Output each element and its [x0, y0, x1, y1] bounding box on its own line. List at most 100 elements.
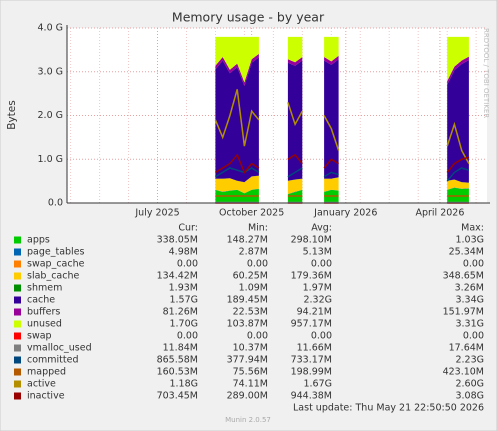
- legend-value: 3.31G: [455, 319, 484, 330]
- legend-swatch: [14, 356, 21, 364]
- legend-label: buffers: [27, 307, 60, 318]
- legend-value: 0.00: [463, 331, 484, 342]
- legend-value: 3.08G: [455, 391, 484, 402]
- legend-value: 3.34G: [455, 295, 484, 306]
- legend-value: 189.45M: [227, 295, 268, 306]
- x-tick-label: January 2026: [313, 208, 377, 219]
- legend-value: 94.21M: [297, 307, 332, 318]
- legend-header: Avg:: [311, 223, 332, 234]
- legend-value: 5.13M: [303, 247, 332, 258]
- legend-value: 22.53M: [233, 307, 268, 318]
- legend-label: mapped: [27, 367, 66, 378]
- legend: Cur: Min: Avg: Max: apps 338.05M 148.27M 298.10…: [14, 223, 484, 402]
- legend-value: 0.00: [247, 331, 268, 342]
- legend-swatch: [14, 260, 21, 268]
- legend-value: 74.11M: [233, 379, 268, 390]
- legend-value: 151.97M: [443, 307, 484, 318]
- legend-value: 733.17M: [291, 355, 332, 366]
- legend-value: 198.99M: [291, 367, 332, 378]
- legend-swatch: [14, 392, 21, 400]
- legend-value: 1.09M: [239, 283, 268, 294]
- legend-value: 2.87M: [239, 247, 268, 258]
- legend-label: swap: [27, 331, 52, 342]
- legend-swatch: [14, 332, 21, 340]
- legend-value: 0.00: [177, 331, 198, 342]
- line: [215, 153, 470, 174]
- legend-label: swap_cache: [27, 259, 85, 270]
- legend-label: apps: [27, 235, 50, 246]
- stacked-area: [215, 57, 469, 183]
- legend-value: 1.18G: [169, 379, 198, 390]
- legend-value: 179.36M: [291, 271, 332, 282]
- legend-value: 957.17M: [291, 319, 332, 330]
- legend-value: 0.00: [247, 259, 268, 270]
- legend-value: 1.03G: [455, 235, 484, 246]
- legend-swatch: [14, 380, 21, 388]
- y-tick-label: 1.0 G: [38, 154, 64, 165]
- y-tick-label: 2.0 G: [38, 110, 64, 121]
- legend-value: 11.66M: [297, 343, 332, 354]
- line: [214, 89, 470, 164]
- legend-label: page_tables: [27, 247, 85, 258]
- legend-value: 1.93M: [169, 283, 198, 294]
- y-tick-label: 4.0 G: [38, 23, 64, 34]
- legend-label: inactive: [27, 391, 65, 402]
- legend-label: active: [27, 379, 56, 390]
- legend-value: 348.65M: [443, 271, 484, 282]
- legend-swatch: [14, 236, 21, 244]
- legend-value: 338.05M: [157, 235, 198, 246]
- x-tick-label: October 2025: [219, 208, 284, 219]
- y-tick-label: 0.0: [48, 198, 63, 209]
- last-update: Last update: Thu May 21 22:50:50 2026: [293, 403, 484, 414]
- legend-value: 10.37M: [233, 343, 268, 354]
- y-tick-label: 3.0 G: [38, 66, 64, 77]
- stacked-area: [215, 187, 469, 203]
- legend-value: 2.23G: [455, 355, 484, 366]
- legend-value: 423.10M: [443, 367, 484, 378]
- legend-header: Cur:: [178, 223, 198, 234]
- legend-label: committed: [27, 355, 79, 366]
- legend-swatch: [14, 272, 21, 280]
- legend-value: 148.27M: [227, 235, 268, 246]
- legend-value: 1.70G: [169, 319, 198, 330]
- legend-label: slab_cache: [27, 271, 79, 282]
- legend-value: 2.60G: [455, 379, 484, 390]
- legend-value: 60.25M: [233, 271, 268, 282]
- x-tick-label: July 2025: [134, 208, 179, 219]
- legend-swatch: [14, 248, 21, 256]
- legend-swatch: [14, 368, 21, 376]
- legend-value: 160.53M: [157, 367, 198, 378]
- legend-header: Min:: [248, 223, 268, 234]
- legend-value: 0.00: [311, 331, 332, 342]
- legend-header: Max:: [461, 223, 484, 234]
- legend-swatch: [14, 296, 21, 304]
- legend-label: unused: [27, 319, 62, 330]
- legend-value: 0.00: [177, 259, 198, 270]
- legend-value: 377.94M: [227, 355, 268, 366]
- footer: Munin 2.0.57: [225, 416, 271, 424]
- legend-value: 0.00: [311, 259, 332, 270]
- legend-label: vmalloc_used: [27, 343, 92, 354]
- legend-label: shmem: [27, 283, 62, 294]
- legend-value: 11.84M: [163, 343, 198, 354]
- legend-swatch: [14, 284, 21, 292]
- y-axis-label: Bytes: [6, 100, 18, 129]
- legend-swatch: [14, 320, 21, 328]
- legend-label: cache: [27, 295, 55, 306]
- legend-value: 1.57G: [169, 295, 198, 306]
- legend-value: 75.56M: [233, 367, 268, 378]
- legend-value: 703.45M: [157, 391, 198, 402]
- stacked-area: [215, 36, 469, 83]
- legend-value: 4.98M: [169, 247, 198, 258]
- x-tick-label: April 2026: [415, 208, 464, 219]
- legend-value: 3.26M: [455, 283, 484, 294]
- legend-value: 1.67G: [303, 379, 332, 390]
- legend-value: 1.97M: [303, 283, 332, 294]
- legend-value: 0.00: [463, 259, 484, 270]
- legend-value: 944.38M: [291, 391, 332, 402]
- side-text: RRDTOOL / TOBI OETIKER: [482, 28, 490, 118]
- chart-title: Memory usage - by year: [172, 10, 325, 25]
- legend-value: 103.87M: [227, 319, 268, 330]
- legend-value: 865.58M: [157, 355, 198, 366]
